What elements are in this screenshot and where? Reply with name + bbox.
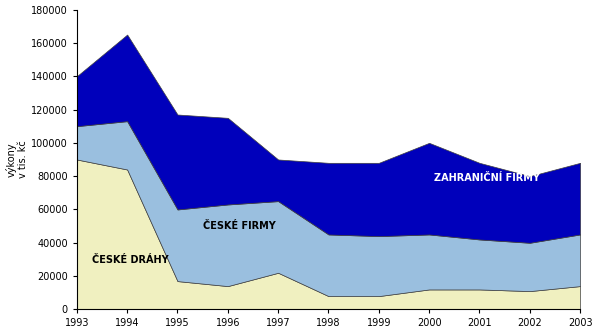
- Y-axis label: výkony
v tis. kč: výkony v tis. kč: [5, 141, 28, 178]
- Text: ČESKÉ DRÁHY: ČESKÉ DRÁHY: [92, 255, 169, 265]
- Text: ZAHRANIČNÍ FIRMY: ZAHRANIČNÍ FIRMY: [434, 173, 540, 183]
- Text: ČESKÉ FIRMY: ČESKÉ FIRMY: [203, 221, 276, 231]
